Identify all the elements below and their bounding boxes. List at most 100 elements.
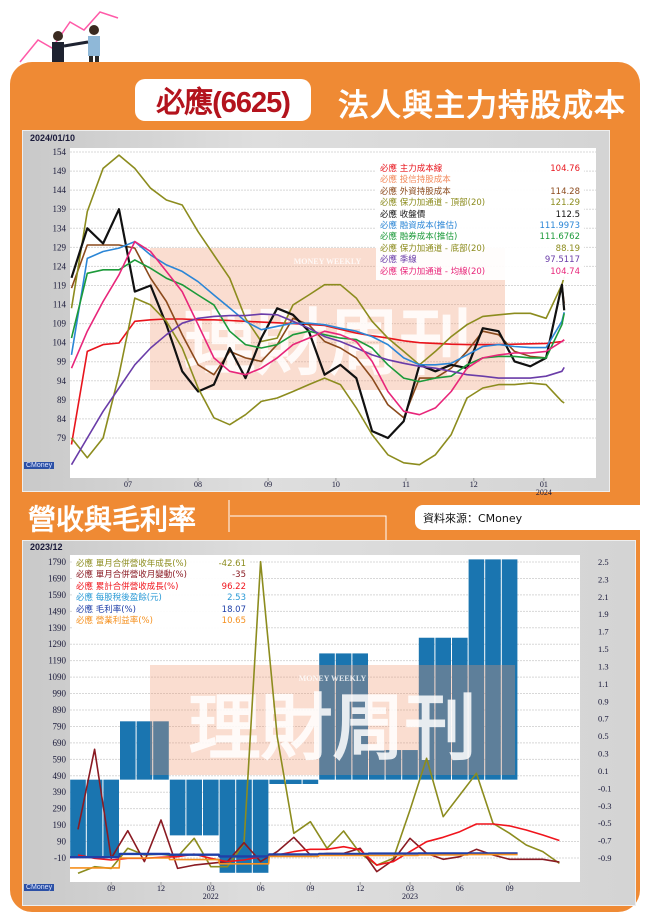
series-line-5 — [70, 853, 518, 869]
legend-label: 必應 毛利率(%) — [76, 604, 136, 615]
y-left-tick-label: 990 — [53, 689, 67, 699]
x-tick-label: 03 — [207, 884, 215, 893]
y-left-tick-label: 1690 — [48, 573, 67, 583]
y-right-tick-label: 0.1 — [598, 766, 609, 776]
series-line-9 — [70, 240, 565, 416]
series-line-8 — [70, 313, 565, 466]
y-right-tick-label: -0.3 — [598, 801, 611, 811]
x-tick-label: 09 — [264, 480, 272, 489]
legend-label: 必應 保力加通道 - 底部(20) — [380, 243, 486, 254]
x-tick-label: 08 — [194, 480, 202, 489]
eps-bar — [252, 779, 269, 873]
x-tick-label: 12 — [157, 884, 165, 893]
y-right-tick-label: 2.5 — [598, 557, 609, 567]
y-left-tick-label: 1290 — [48, 639, 67, 649]
legend-entry: 必應 融券成本(推估) 111.6762 — [380, 232, 580, 243]
y-tick-label: 149 — [53, 166, 67, 176]
watermark-text: 理財周刊 — [188, 689, 476, 769]
x-tick-label: 12 — [356, 884, 364, 893]
stock-label-box: 必應(6625) — [135, 79, 311, 121]
eps-bar — [385, 750, 402, 780]
watermark-box — [150, 665, 515, 775]
y-tick-label: 139 — [53, 204, 67, 214]
x-tick-year: 2022 — [203, 892, 219, 901]
eps-bar — [136, 721, 153, 780]
y-left-tick-label: 690 — [53, 738, 67, 748]
x-tick-year: 2023 — [402, 892, 418, 901]
y-left-tick-label: 1790 — [48, 557, 67, 567]
legend-entry: 必應 保力加通道 - 均線(20) 104.74 — [380, 267, 580, 278]
eps-bar — [452, 637, 468, 780]
y-tick-label: 154 — [53, 147, 67, 157]
legend-value: 111.9973 — [539, 221, 580, 232]
y-right-tick-label: 2.3 — [598, 574, 609, 584]
legend-value: -42.61 — [218, 559, 246, 569]
legend-entry: 必應 主力成本線 104.76 — [380, 164, 580, 175]
y-right-tick-label: 2.1 — [598, 592, 609, 602]
y-left-tick-label: 90 — [57, 837, 67, 847]
y-right-tick-label: -0.5 — [598, 818, 611, 828]
eps-bar — [485, 559, 501, 780]
legend-entry: 必應 毛利率(%) 18.07 — [76, 605, 246, 616]
y-left-tick-label: 490 — [53, 771, 67, 781]
chart2-legend: 必應 單月合併營收年成長(%) -42.61 必應 單月合併營收月變動(%) -35 必… — [72, 557, 250, 630]
legend-label: 必應 每股稅後盈餘(元) — [76, 593, 162, 604]
legend-value: 88.19 — [555, 243, 580, 254]
legend-value: 2.53 — [227, 593, 246, 604]
y-left-tick-label: -10 — [54, 853, 66, 863]
y-tick-label: 114 — [53, 300, 67, 310]
legend-value: 18.07 — [221, 604, 246, 615]
eps-bar — [169, 779, 186, 836]
y-left-tick-label: 1590 — [48, 590, 67, 600]
legend-entry: 必應 營業利益率(%) 10.65 — [76, 616, 246, 627]
legend-value: 10.65 — [221, 616, 246, 627]
y-right-tick-label: 0.5 — [598, 731, 609, 741]
series-line-4 — [70, 208, 566, 440]
legend-value: 111.6762 — [539, 232, 580, 243]
y-tick-label: 104 — [53, 338, 67, 348]
chart1-legend: 必應 主力成本線 104.76 必應 投信持股成本 必應 外資持股成本 114.28 必應… — [376, 162, 584, 281]
legend-value: 96.22 — [221, 581, 246, 592]
x-tick-label: 07 — [124, 480, 132, 489]
eps-bar — [402, 750, 418, 780]
legend-label: 必應 營業利益率(%) — [76, 616, 153, 627]
legend-label: 必應 外資持股成本 — [380, 186, 451, 197]
y-left-tick-label: 590 — [53, 754, 67, 764]
chart2-date-label: 2023/12 — [30, 542, 63, 552]
x-tick-label: 03 — [406, 884, 414, 893]
eps-bar — [468, 559, 485, 780]
eps-bar — [369, 750, 385, 780]
eps-bar — [418, 637, 435, 780]
eps-bar — [120, 721, 136, 780]
y-tick-label: 119 — [53, 280, 67, 290]
series-line-6 — [70, 259, 565, 383]
y-left-tick-label: 1490 — [48, 606, 67, 616]
legend-label: 必應 保力加通道 - 均線(20) — [380, 266, 486, 277]
y-left-tick-label: 890 — [53, 705, 67, 715]
legend-entry: 必應 保力加通道 - 頂部(20) 121.29 — [380, 198, 580, 209]
y-tick-label: 99 — [57, 357, 67, 367]
y-tick-label: 129 — [53, 242, 67, 252]
rising-trend-line-icon — [19, 11, 119, 63]
y-tick-label: 109 — [53, 319, 67, 329]
y-left-tick-label: 1190 — [48, 656, 66, 666]
legend-entry: 必應 累計合併營收成長(%) 96.22 — [76, 582, 246, 593]
y-right-tick-label: 0.3 — [598, 749, 609, 759]
x-tick-label: 09 — [306, 884, 314, 893]
y-right-tick-label: -0.9 — [598, 853, 611, 863]
legend-entry: 必應 融資成本(推估) 111.9973 — [380, 221, 580, 232]
y-tick-label: 79 — [57, 433, 67, 443]
y-tick-label: 94 — [57, 376, 67, 386]
legend-entry: 必應 單月合併營收年成長(%) -42.61 — [76, 559, 246, 570]
legend-label: 必應 季線 — [380, 255, 417, 266]
cmoney-badge: CMoney — [24, 884, 55, 891]
watermark-subtext: MONEY WEEKLY — [294, 257, 362, 266]
chart1-date-label: 2024/01/10 — [30, 133, 76, 143]
eps-bar — [70, 779, 86, 858]
y-tick-label: 134 — [53, 223, 67, 233]
y-right-tick-label: 1.9 — [598, 609, 609, 619]
eps-bar — [86, 779, 103, 858]
legend-label: 必應 融券成本(推估) — [380, 232, 458, 243]
x-tick-year: 2024 — [536, 488, 552, 497]
y-tick-label: 124 — [53, 261, 67, 271]
